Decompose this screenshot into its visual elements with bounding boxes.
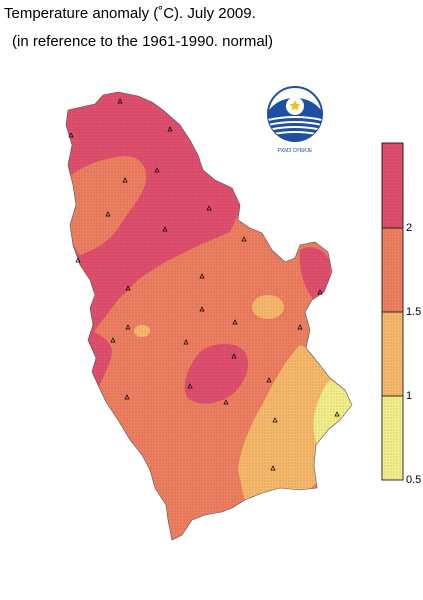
station-marker [241, 236, 247, 242]
station-marker [187, 383, 193, 389]
weather-stations [68, 98, 340, 471]
station-marker [122, 177, 128, 183]
station-marker [266, 377, 272, 383]
station-marker [117, 98, 123, 104]
legend-label-1p5: 1.5 [406, 306, 422, 318]
legend-label-0p5: 0.5 [406, 474, 422, 486]
station-marker [124, 394, 130, 400]
legend-label-1: 1 [406, 390, 413, 402]
station-marker [272, 417, 278, 423]
color-legend [381, 142, 404, 481]
anomaly-zones [66, 92, 352, 540]
station-marker [75, 257, 81, 263]
station-marker [162, 226, 168, 232]
station-marker [105, 211, 111, 217]
station-marker [110, 337, 116, 343]
station-marker [206, 205, 212, 211]
map-title: Temperature anomaly (˚C). July 2009. [4, 5, 256, 22]
map-subtitle: (in reference to the 1961-1990. normal) [12, 33, 273, 50]
legend-label-2: 2 [406, 222, 413, 234]
logo-text: РХМЗ СРБИЈЕ [278, 148, 313, 154]
station-marker [231, 353, 237, 359]
station-marker [270, 465, 276, 471]
station-marker [167, 126, 173, 132]
rhmz-logo-icon: РХМЗ СРБИЈЕ [267, 86, 323, 154]
station-marker [317, 289, 323, 295]
station-marker [199, 273, 205, 279]
station-marker [125, 324, 131, 330]
station-marker [297, 324, 303, 330]
station-marker [232, 319, 238, 325]
station-marker [199, 306, 205, 312]
station-marker [223, 399, 229, 405]
station-marker [334, 411, 340, 417]
station-marker [183, 339, 189, 345]
station-marker [125, 285, 131, 291]
station-marker [154, 167, 160, 173]
station-marker [68, 132, 74, 138]
